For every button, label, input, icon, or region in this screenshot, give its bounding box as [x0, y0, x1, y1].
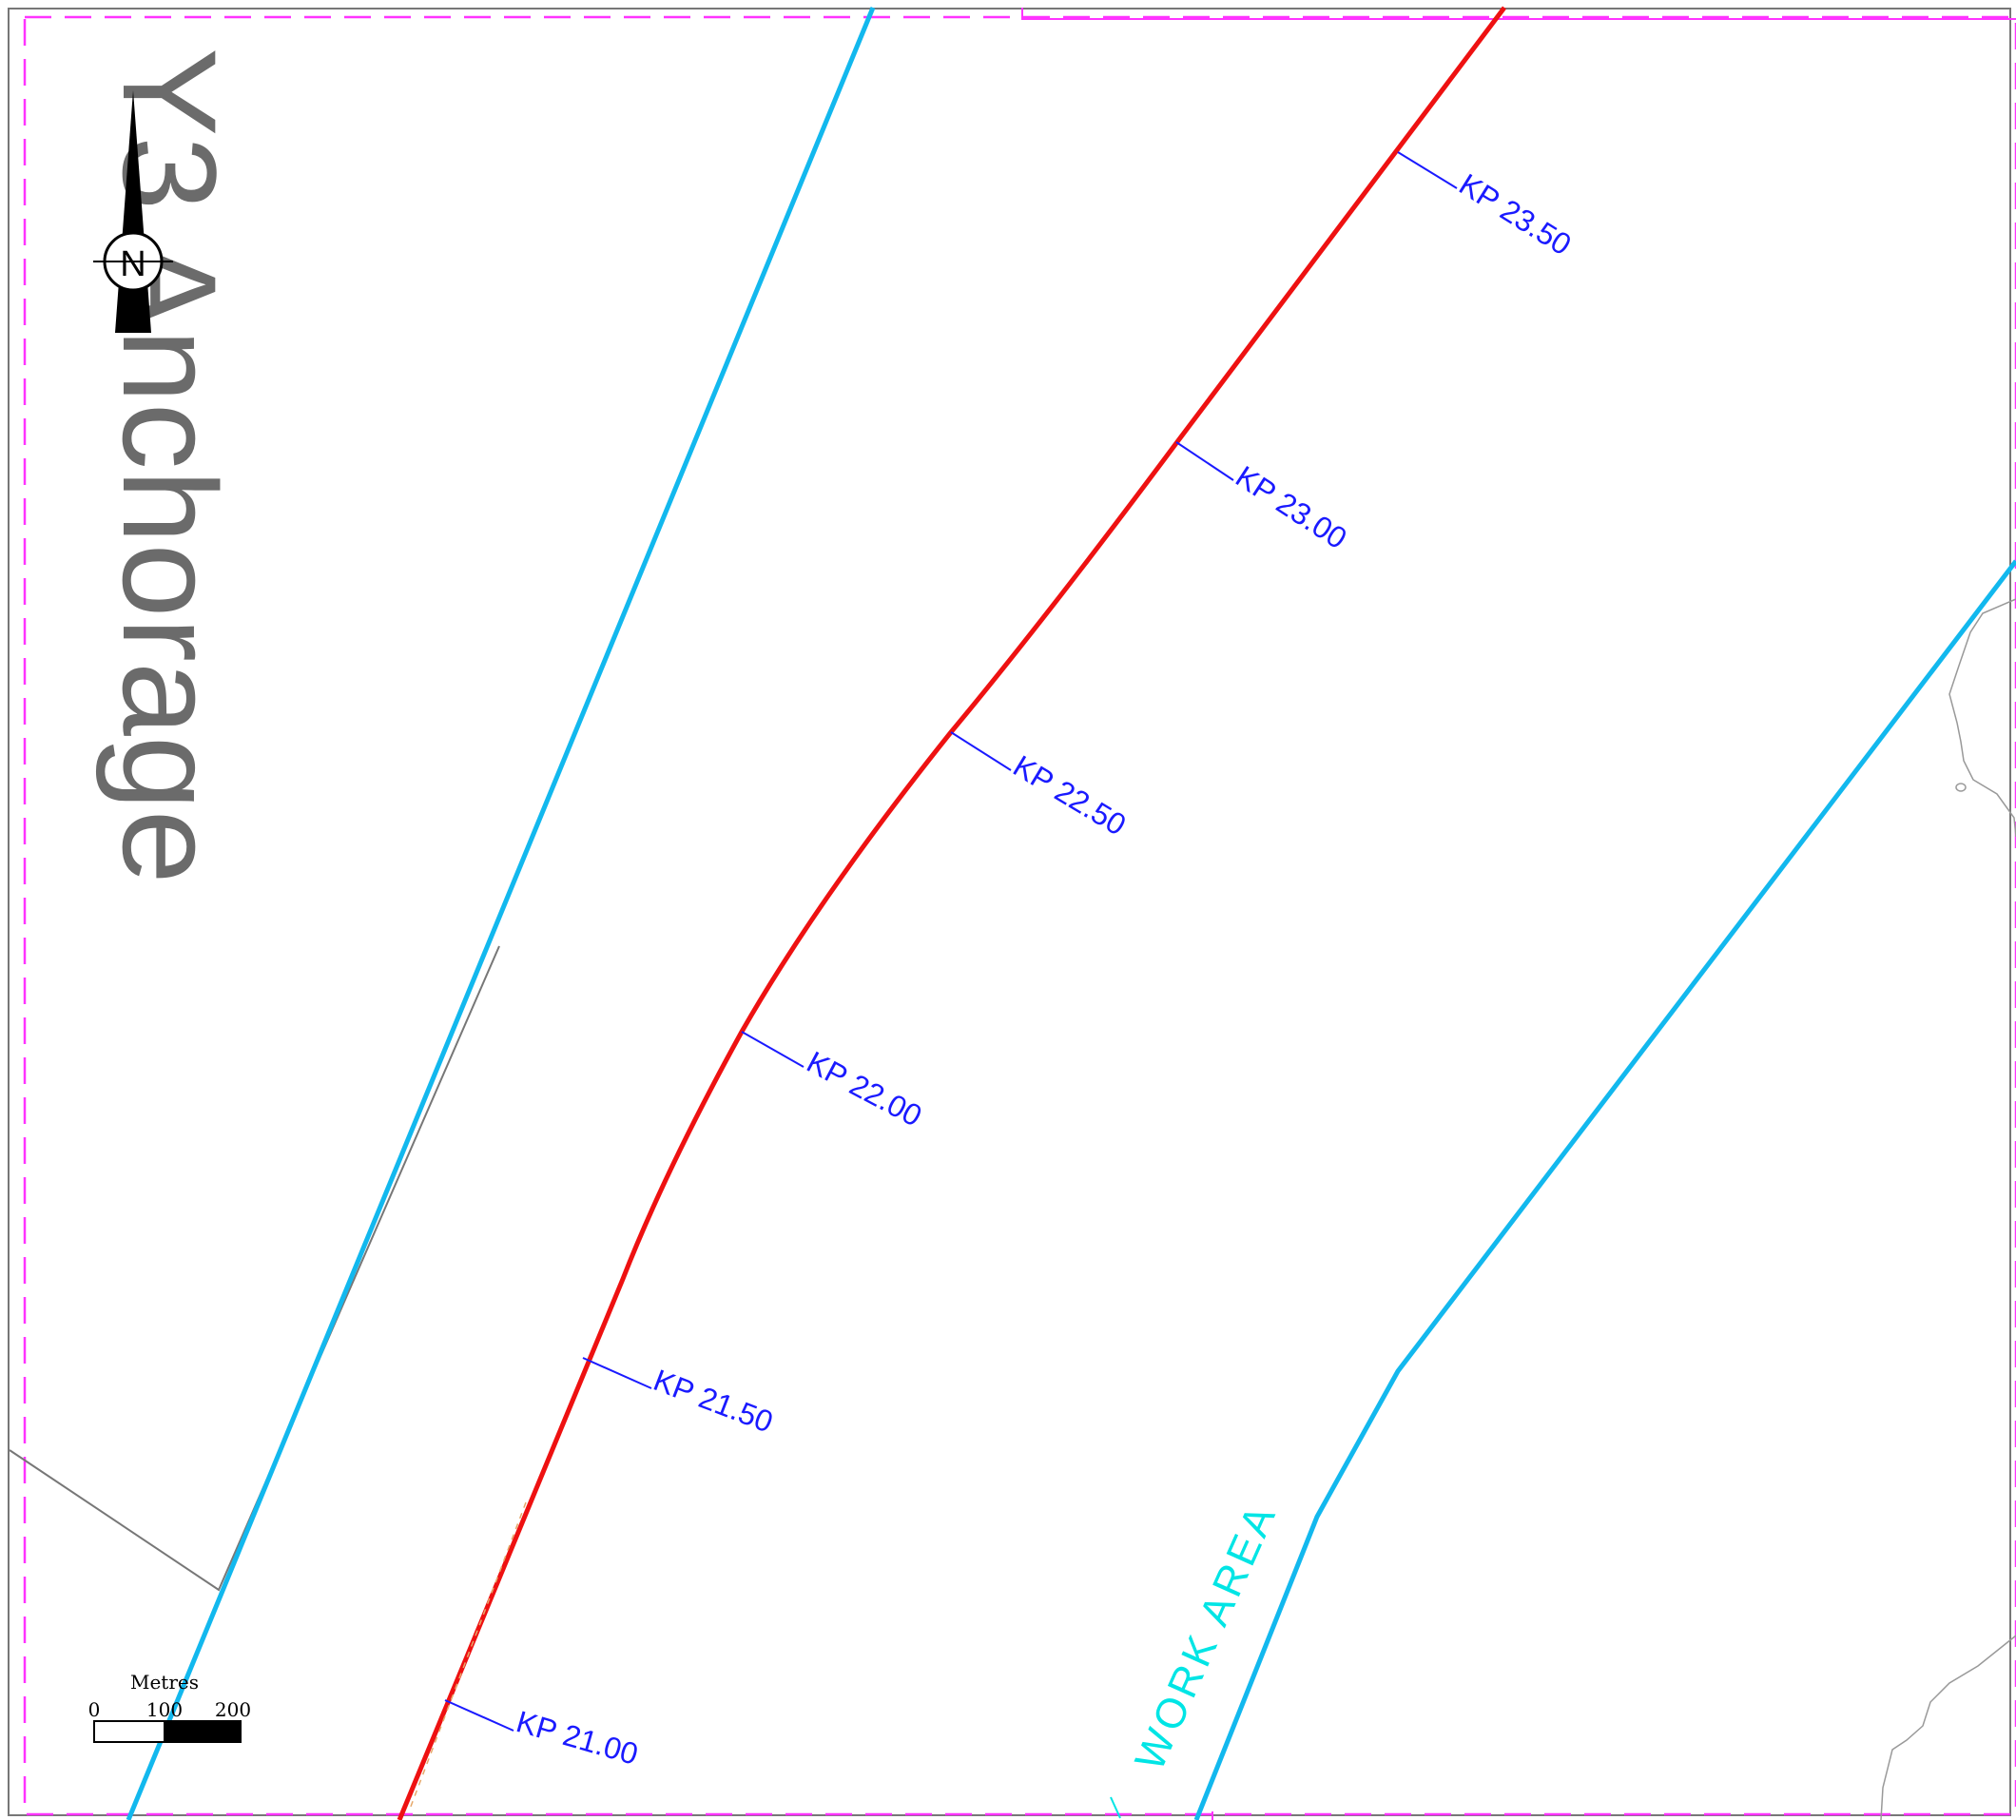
scale-tick-label: 100 [146, 1698, 183, 1721]
kp-tick-22-00 [742, 1032, 804, 1067]
island-mark [1956, 784, 1966, 791]
scale-bar: Metres 0 100 200 [88, 1671, 251, 1742]
kp-tick-23-50 [1398, 152, 1457, 188]
kp-label: KP 22.50 [1007, 748, 1132, 842]
land-boundary-line [10, 946, 499, 1590]
scale-unit: Metres [130, 1671, 199, 1694]
kp-label: KP 23.50 [1453, 166, 1577, 261]
kp-tick-22-50 [951, 732, 1011, 770]
kp-ticks [445, 152, 1457, 1731]
kp-tick-21-00 [445, 1700, 514, 1731]
pipeline-route [399, 8, 1504, 1820]
kp-label: KP 21.50 [649, 1363, 777, 1440]
kp-label: KP 21.00 [513, 1704, 642, 1772]
route-offset-dashed [409, 1502, 526, 1811]
outer-frame [9, 9, 2010, 1815]
map-frame-dashed [25, 17, 2016, 1814]
kp-label: KP 23.00 [1230, 459, 1353, 556]
coastline-south-east [1881, 1636, 2016, 1820]
kp-tick-21-50 [583, 1358, 651, 1388]
work-area-label: WORK AREA [1126, 1496, 1286, 1777]
corridor-line-east [1196, 561, 2016, 1820]
north-letter: N [120, 244, 145, 284]
scale-segment-dark [165, 1721, 241, 1742]
scale-tick-label: 200 [215, 1698, 251, 1721]
kp-tick-23-00 [1176, 442, 1233, 480]
kp-label: KP 22.00 [802, 1044, 928, 1133]
scale-tick-label: 0 [88, 1698, 101, 1721]
map-title: Y3 Anchorage [95, 48, 244, 884]
scale-segment-light [94, 1721, 165, 1742]
